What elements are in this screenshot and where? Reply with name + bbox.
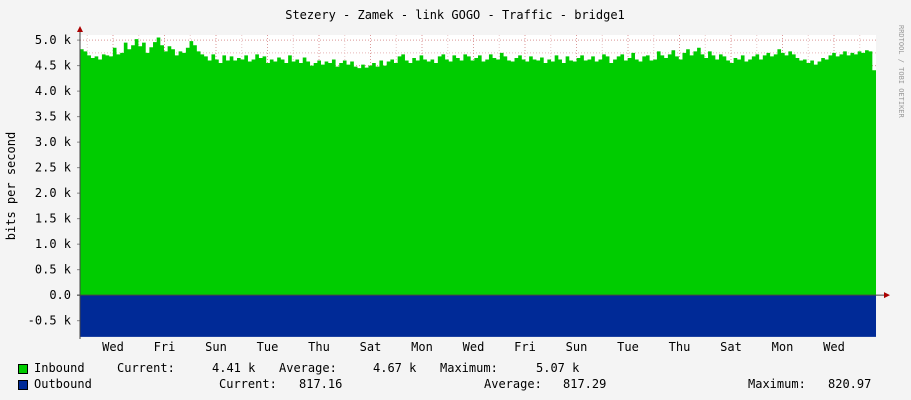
x-tick-label: Thu — [669, 340, 691, 354]
x-tick-label: Mon — [411, 340, 433, 354]
x-tick-label: Sat — [360, 340, 382, 354]
x-tick-label: Sat — [720, 340, 742, 354]
axes — [77, 26, 890, 339]
y-axis-arrow — [77, 26, 83, 32]
y-tick-label: 3.0 k — [35, 135, 72, 149]
y-tick-label: 4.5 k — [35, 59, 72, 73]
x-tick-labels: Wed Fri Sun Tue Thu Sat Mon Wed Fri Sun Tue Thu Sat M… — [102, 340, 845, 354]
y-tick-label: -0.5 k — [28, 314, 72, 328]
y-tick-label: 1.5 k — [35, 212, 72, 226]
y-tick-labels: -0.5 k 0.0 0.5 k 1.0 k 1.5 k 2.0 k 2.5 k 3.0 k 3… — [28, 33, 72, 328]
data-areas — [80, 37, 876, 337]
y-tick-label: 5.0 k — [35, 33, 72, 47]
chart-title: Stezery - Zamek - link GOGO - Traffic - … — [285, 8, 625, 22]
y-axis-label: bits per second — [4, 132, 18, 240]
x-tick-label: Wed — [102, 340, 124, 354]
y-tick-label: 0.5 k — [35, 263, 72, 277]
x-tick-label: Wed — [823, 340, 845, 354]
inbound-area — [80, 37, 876, 296]
outbound-area — [80, 295, 876, 337]
x-tick-label: Mon — [772, 340, 794, 354]
x-tick-label: Fri — [154, 340, 176, 354]
y-tick-label: 4.0 k — [35, 84, 72, 98]
x-tick-label: Fri — [514, 340, 536, 354]
y-tick-label: 3.5 k — [35, 110, 72, 124]
x-tick-label: Tue — [257, 340, 279, 354]
x-tick-label: Wed — [463, 340, 485, 354]
x-tick-label: Thu — [308, 340, 330, 354]
x-tick-label: Sun — [566, 340, 588, 354]
x-axis-arrow — [884, 292, 890, 299]
watermark: RRDTOOL / TOBI OETIKER — [897, 25, 905, 119]
x-tick-label: Tue — [617, 340, 639, 354]
y-tick-label: 0.0 — [49, 288, 71, 302]
y-tick-label: 2.5 k — [35, 161, 72, 175]
y-tick-label: 2.0 k — [35, 186, 72, 200]
x-tick-label: Sun — [205, 340, 227, 354]
y-tick-label: 1.0 k — [35, 237, 72, 251]
